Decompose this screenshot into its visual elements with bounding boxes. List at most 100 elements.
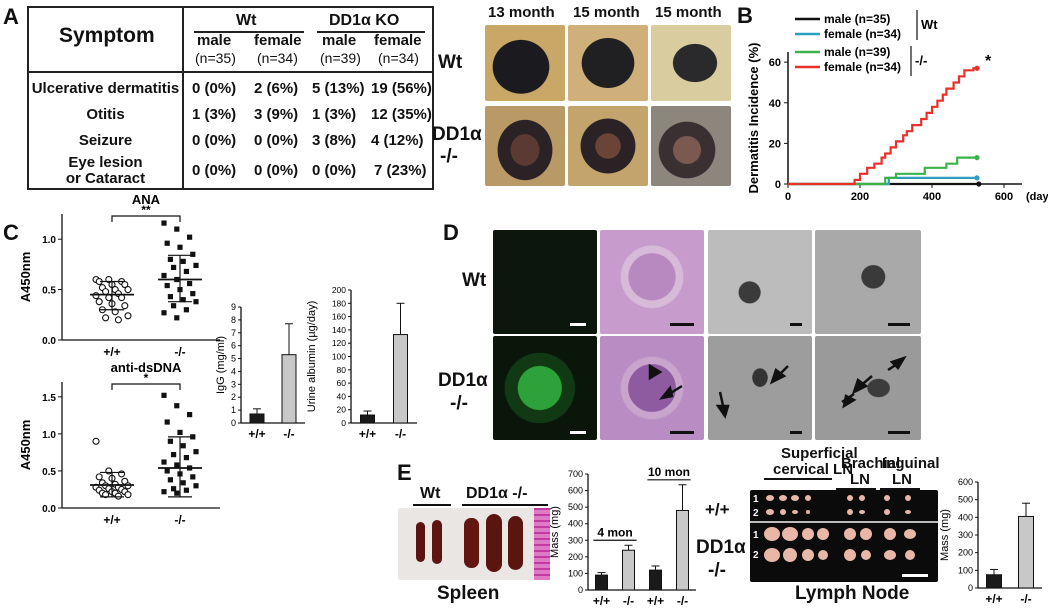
spleen-organ xyxy=(464,518,479,568)
ln-header-underline xyxy=(836,488,876,490)
data-point xyxy=(121,281,129,289)
table-cell: 0 (0%) xyxy=(312,162,357,179)
data-point xyxy=(161,310,167,316)
subcol-n: (n=35) xyxy=(195,50,236,66)
legend-group: Wt xyxy=(921,17,938,32)
x-tick-label: +/+ xyxy=(103,513,120,527)
y-tick-label: 7 xyxy=(231,328,236,338)
data-point xyxy=(171,486,177,492)
table-cell: 0 (0%) xyxy=(254,162,299,179)
anti-dsdna-scatter-chart: anti-dsDNA* 0.0 0.5 1.0 1.5 A450nm +/+ -/- xyxy=(20,360,220,527)
data-point xyxy=(187,412,193,418)
arrowhead-icon xyxy=(715,404,730,419)
data-point xyxy=(102,288,110,296)
group-underline-ko xyxy=(317,31,425,33)
lymph-node xyxy=(844,549,856,561)
y-tick-label: 100 xyxy=(568,568,583,578)
row-number: 1 xyxy=(753,494,759,505)
table-cell: 19 (56%) xyxy=(371,80,432,97)
x-tick-label: +/+ xyxy=(593,594,610,608)
y-tick-label: 0.5 xyxy=(42,286,56,297)
lymph-node xyxy=(780,509,786,515)
data-point xyxy=(92,437,100,445)
data-point xyxy=(124,312,132,320)
data-point xyxy=(114,316,122,324)
data-point xyxy=(183,487,189,493)
spleen-ko-underline xyxy=(462,504,548,506)
lymph-node xyxy=(805,495,811,501)
ln-header-underline xyxy=(880,488,920,490)
data-point xyxy=(114,492,122,500)
data-point xyxy=(193,483,199,489)
data-point xyxy=(124,491,132,499)
lymph-node xyxy=(884,495,890,501)
lymph-node xyxy=(860,528,872,540)
series-line-ko_male xyxy=(788,156,977,186)
y-tick-label: 2 xyxy=(231,392,236,402)
symptom-table: Symptom Wt DD1α KO male (n=35) female (n… xyxy=(27,6,434,190)
data-point xyxy=(193,262,199,269)
x-tick-label: +/+ xyxy=(985,592,1002,606)
lymph-node xyxy=(782,527,798,541)
lymph-node xyxy=(904,529,916,539)
lymph-node xyxy=(884,509,890,515)
table-vertical-divider xyxy=(182,8,184,188)
y-tick-label: 0 xyxy=(968,583,973,593)
photo-row-label-ko: DD1α xyxy=(432,124,482,145)
data-point xyxy=(190,434,196,440)
scale-bar xyxy=(902,574,928,577)
igg-bar-chart: 0 1 2 3 4 5 6 7 8 9 IgG (mg/ml) +/+ -/- xyxy=(215,302,305,441)
y-tick-label: 500 xyxy=(958,495,973,505)
arrowhead-icon xyxy=(658,385,674,400)
table-cell: 5 (13%) xyxy=(312,80,365,97)
data-point xyxy=(174,462,180,468)
ln-col-header: LN xyxy=(850,471,870,488)
bar xyxy=(622,549,635,591)
y-tick-label: 3 xyxy=(231,379,236,389)
row-number: 2 xyxy=(753,550,759,561)
data-point xyxy=(161,272,167,279)
data-point xyxy=(174,226,180,232)
data-point xyxy=(95,473,103,481)
lymph-node xyxy=(905,510,911,514)
lymph-node xyxy=(783,548,797,562)
data-point xyxy=(105,294,113,302)
lymph-node xyxy=(818,550,828,560)
scale-bar xyxy=(888,323,910,326)
mouse-photo-wt-13m xyxy=(485,25,565,101)
row-number: 1 xyxy=(753,530,759,541)
y-axis-label: Mass (mg) xyxy=(939,509,951,561)
data-point xyxy=(121,302,129,310)
data-point xyxy=(167,438,173,444)
bar xyxy=(649,569,662,591)
lymph-node xyxy=(861,550,871,560)
legend-label: female (n=34) xyxy=(824,27,901,41)
scale-bar xyxy=(790,323,802,326)
y-tick-label: 600 xyxy=(568,486,583,496)
table-cell: 3 (8%) xyxy=(312,132,357,149)
x-tick-label: 400 xyxy=(923,191,941,203)
x-tick-label: -/- xyxy=(174,513,185,527)
data-point xyxy=(161,220,167,226)
data-point xyxy=(164,468,170,474)
photo-col-header: 15 month xyxy=(573,4,640,21)
data-point xyxy=(187,234,193,240)
row-label: Eye lesion xyxy=(68,154,143,171)
ln-row-group-ko: DD1α xyxy=(696,537,746,558)
data-point xyxy=(183,455,189,461)
data-point xyxy=(183,307,189,313)
spleen-ko-label: DD1α -/- xyxy=(466,485,528,502)
data-point xyxy=(164,240,170,246)
subcol-n: (n=39) xyxy=(320,50,361,66)
ln-col-header: Brachial xyxy=(841,455,901,472)
micrograph-arrows xyxy=(648,355,907,419)
panel-d-row-label-ko: DD1α xyxy=(438,370,488,391)
spleen-organ xyxy=(508,516,523,570)
y-tick-label: 40 xyxy=(337,391,347,401)
bar xyxy=(595,574,608,591)
table-cell: 0 (0%) xyxy=(254,132,299,149)
table-cell: 2 (6%) xyxy=(254,80,299,97)
table-cell: 0 (0%) xyxy=(192,162,237,179)
significance-mark: ** xyxy=(141,203,151,217)
data-point xyxy=(190,291,196,297)
